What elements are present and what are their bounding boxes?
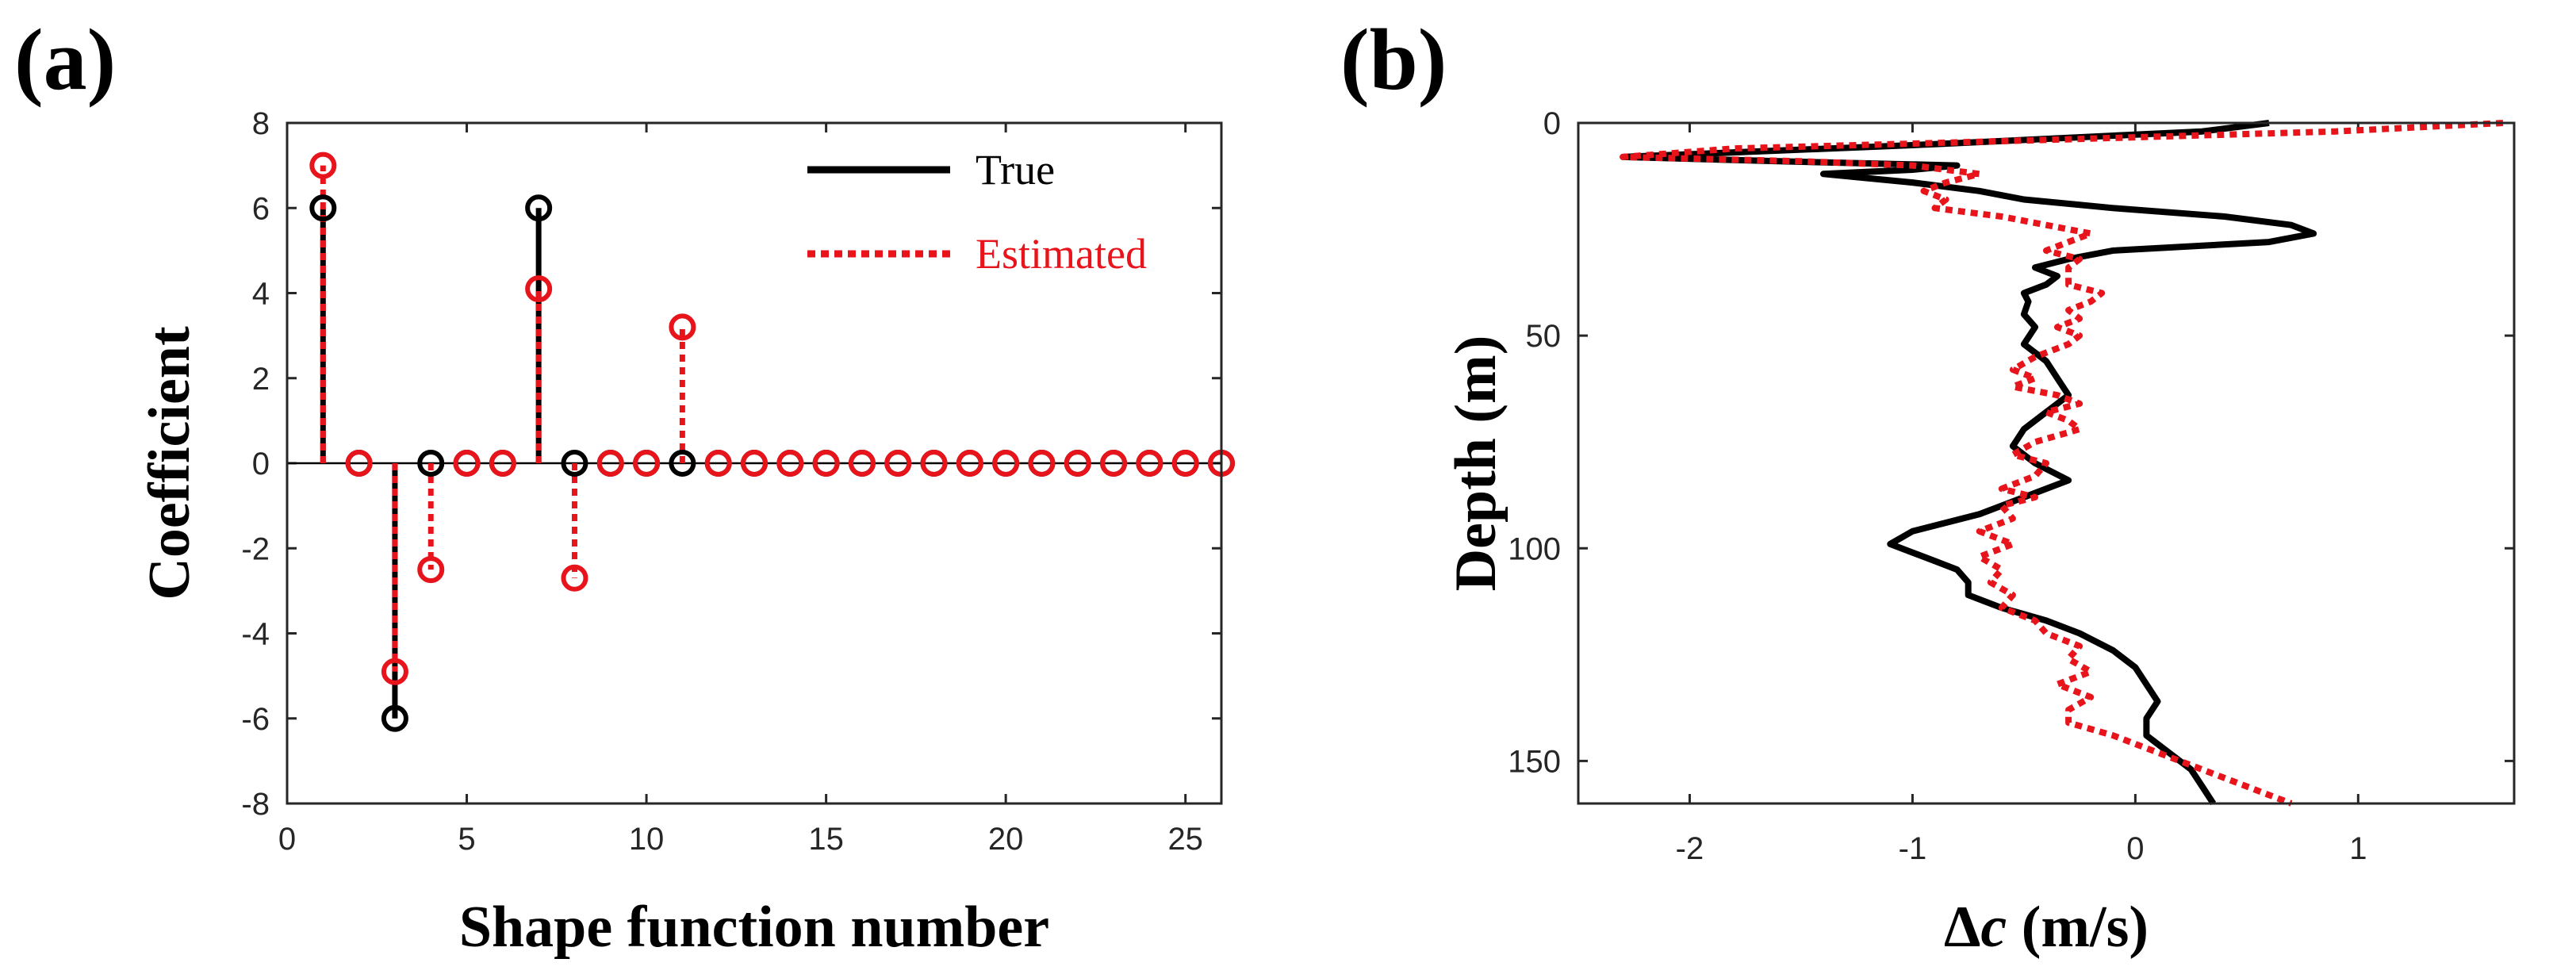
panel-a-ylabel: Coefficient — [137, 326, 202, 600]
estimated-marker — [525, 275, 553, 303]
panel-a-ytick-label: 2 — [252, 362, 270, 397]
panel-a-xtick-label: 20 — [988, 822, 1024, 857]
true-marker — [381, 704, 408, 732]
estimated-marker — [1136, 450, 1163, 477]
estimated-profile-line — [1620, 120, 2504, 807]
estimated-marker — [669, 313, 696, 341]
panel-a-xtick-label: 15 — [808, 822, 844, 857]
panel-b-ytick-label: 150 — [1508, 744, 1561, 779]
panel-label-b: (b) — [1340, 11, 1447, 108]
estimated-marker — [596, 450, 624, 477]
panel-a-ytick-label: 6 — [252, 191, 270, 226]
xlabel-variable: c — [1980, 895, 2007, 960]
true-profile-line — [1620, 120, 2317, 806]
estimated-marker — [812, 450, 840, 477]
estimated-marker — [1064, 450, 1091, 477]
estimated-marker — [992, 450, 1020, 477]
panel-a-ytick-label: -8 — [241, 787, 270, 822]
panel-b-xtick-label: -1 — [1899, 831, 1927, 866]
panel-a-xlabel: Shape function number — [459, 895, 1049, 960]
estimated-marker — [848, 450, 876, 477]
estimated-marker — [561, 564, 588, 592]
true-marker — [669, 450, 696, 477]
true-marker — [417, 450, 445, 477]
panel-b-xtick-label: 0 — [2126, 831, 2144, 866]
panel-b-ticks: -2 -1 0 1 0 50 100 150 — [1508, 106, 2514, 866]
panel-a-axes-frame — [286, 121, 1223, 805]
panel-a-ytick-label: -4 — [241, 617, 270, 652]
estimated-marker — [633, 450, 661, 477]
estimated-marker — [345, 450, 373, 477]
panel-b-ytick-label: 0 — [1543, 106, 1561, 141]
xlabel-unit: (m/s) — [2007, 895, 2149, 960]
panel-b-ytick-label: 100 — [1508, 531, 1561, 566]
panel-a-xtick-label: 25 — [1167, 822, 1203, 857]
panel-a-plot-area — [287, 151, 1235, 732]
true-marker — [525, 194, 553, 222]
estimated-marker — [1028, 450, 1056, 477]
panel-a-ytick-label: 0 — [252, 447, 270, 481]
panel-b-ytick-label: 50 — [1526, 319, 1562, 354]
estimated-marker — [489, 450, 516, 477]
true-marker — [309, 194, 337, 222]
xlabel-delta-symbol: Δ — [1944, 895, 1980, 960]
panel-a-xtick-label: 5 — [458, 822, 475, 857]
panel-a-ytick-label: -2 — [241, 531, 270, 566]
legend-estimated-label: Estimated — [976, 230, 1147, 278]
estimated-marker — [309, 151, 337, 179]
estimated-marker — [704, 450, 732, 477]
estimated-marker — [884, 450, 912, 477]
panel-a-ytick-label: 8 — [252, 106, 270, 141]
estimated-marker — [776, 450, 804, 477]
panel-b-axes-frame — [1577, 121, 2516, 805]
estimated-marker — [741, 450, 768, 477]
estimated-marker — [1171, 450, 1199, 477]
estimated-marker — [381, 658, 408, 685]
panel-b-plot-area — [1620, 120, 2504, 807]
panel-a-ytick-label: -6 — [241, 702, 270, 737]
panel-label-a: (a) — [14, 11, 116, 108]
panel-b-xlabel: Δc (m/s) — [1944, 895, 2149, 960]
estimated-marker — [417, 556, 445, 584]
panel-a-xtick-label: 10 — [629, 822, 665, 857]
legend-true-label: True — [976, 146, 1055, 194]
panel-a-xtick-label: 0 — [278, 822, 296, 857]
panel-b-xtick-label: 1 — [2349, 831, 2367, 866]
estimated-marker — [1100, 450, 1128, 477]
panel-b-ylabel: Depth (m) — [1443, 336, 1508, 592]
estimated-marker — [453, 450, 481, 477]
panel-b-xtick-label: -2 — [1676, 831, 1704, 866]
estimated-marker — [956, 450, 983, 477]
panel-a-legend: True Estimated — [807, 146, 1147, 278]
true-marker — [561, 450, 588, 477]
estimated-marker — [920, 450, 948, 477]
panel-a-ytick-label: 4 — [252, 277, 270, 312]
